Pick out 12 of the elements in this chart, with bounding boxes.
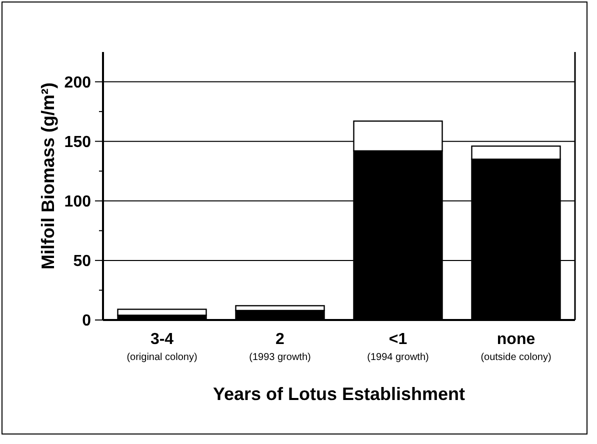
x-axis-title: Years of Lotus Establishment bbox=[212, 384, 466, 404]
y-tick-label: 50 bbox=[73, 253, 92, 270]
x-tick-label: <1 (1994 growth) bbox=[367, 331, 429, 363]
y-tick-label: 200 bbox=[64, 74, 92, 92]
x-tick-label: 2 (1993 growth) bbox=[249, 331, 311, 363]
bar bbox=[117, 308, 207, 316]
y-tick-label: 0 bbox=[82, 312, 92, 330]
x-tick-label: 3-4 (original colony) bbox=[126, 331, 198, 363]
x-tick-label: none (outside colony) bbox=[480, 331, 552, 363]
y-tick-label: 150 bbox=[64, 134, 92, 151]
y-tick-label: 100 bbox=[64, 193, 92, 210]
y-axis-title: Milfoil Biomass (g/m²) bbox=[38, 82, 58, 270]
